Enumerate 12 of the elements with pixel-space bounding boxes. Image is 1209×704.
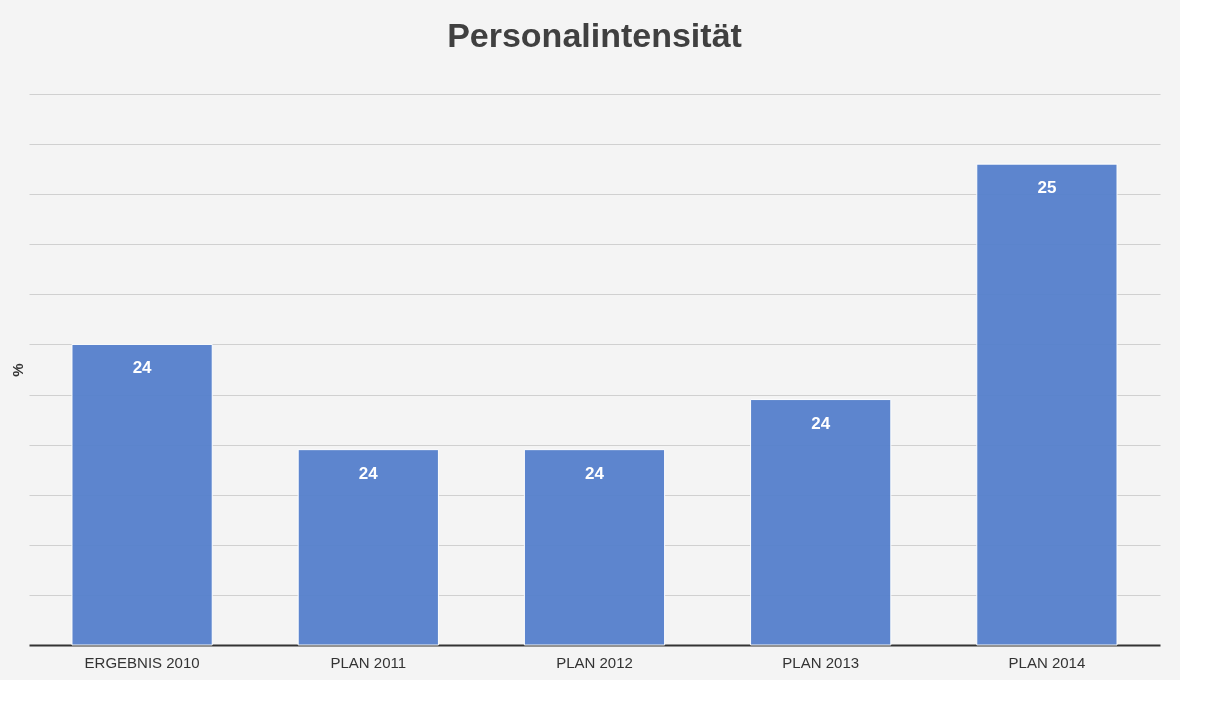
x-tick-label: PLAN 2011: [330, 653, 407, 671]
data-label: 24: [358, 463, 379, 483]
y-axis-title: %: [8, 363, 26, 377]
data-label: 25: [1037, 178, 1057, 198]
x-tick-label: PLAN 2012: [556, 653, 633, 671]
data-label: 24: [585, 463, 605, 483]
x-tick-label: PLAN 2014: [1008, 653, 1086, 671]
x-tick-label: ERGEBNIS 2010: [84, 653, 200, 671]
data-label: 24: [132, 358, 153, 378]
x-tick-label: PLAN 2013: [782, 653, 860, 671]
chart-title: Personalintensität: [447, 16, 742, 54]
data-label: 24: [811, 413, 831, 433]
